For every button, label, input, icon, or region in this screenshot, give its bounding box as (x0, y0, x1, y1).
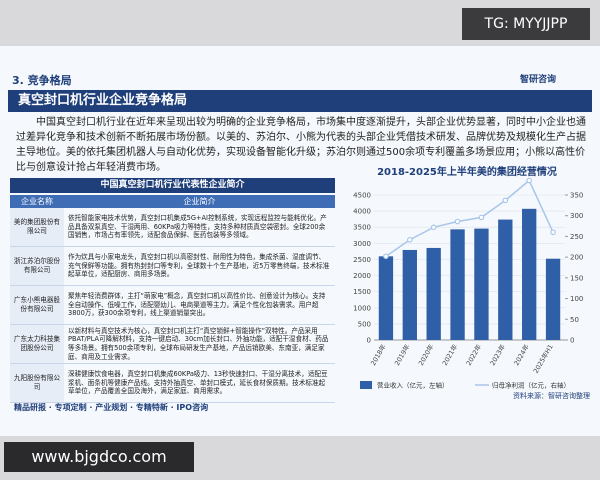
table-row: 浙江苏泊尔股份有限公司 作为炊具与小家电龙头，真空封口机以高密封性、耐用性为特色，… (10, 247, 335, 286)
y2-tick-label: 100 (570, 295, 583, 303)
cell: 广东太力科技集团股份公司 (10, 325, 64, 363)
legend-swatch (360, 381, 372, 389)
cell: 浙江苏泊尔股份有限公司 (10, 247, 64, 285)
point (454, 218, 461, 225)
point (550, 229, 556, 236)
line (385, 179, 554, 257)
table-row: 九阳股份有限公司 深耕健康饮食电器，真空封口机集成60KPa吸力、13秒快速封口、… (10, 364, 335, 403)
y2-tick-label: 300 (570, 212, 583, 220)
y-tick-label: 2500 (353, 256, 371, 264)
point (526, 177, 532, 184)
y-tick-label: 1500 (353, 288, 371, 296)
x-tick-label: 2019年 (392, 342, 412, 367)
y-tick-label: 4500 (353, 192, 371, 200)
x-tick-label: 2022年 (464, 342, 484, 367)
section-label: 3. 竞争格局 (12, 74, 72, 87)
x-tick-label: 2021年 (440, 342, 460, 367)
y2-tick-label: 250 (570, 233, 583, 241)
point (430, 224, 437, 231)
table-row: 广东小熊电器股份有限公司 聚焦年轻消费群体，主打“萌家电”概念，真空封口机以高性价… (10, 286, 335, 325)
chart: 2018-2025年上半年美的集团经营情况 050010001500200025… (353, 165, 590, 400)
col: 企业简介 (183, 197, 216, 206)
x-tick-label: 2025年H1 (531, 343, 555, 375)
bar (450, 229, 465, 340)
point (407, 236, 413, 243)
rows: 美的集团股份有限公司 依托智能家电技术优势，真空封口机集成5G+AI控制系统，实现… (10, 208, 335, 403)
bar (498, 219, 513, 340)
chart-title: 2018-2025年上半年美的集团经营情况 (377, 165, 557, 178)
y-tick-label: 0 (367, 337, 371, 345)
y2-tick-label: 0 (570, 337, 574, 345)
cell: 深耕健康饮食电器，真空封口机集成60KPa吸力、13秒快速封口、干湿分离技术，适… (68, 370, 328, 396)
cell: 广东小熊电器股份有限公司 (10, 286, 64, 324)
footer: 精品研报 · 专项定制 · 产业规划 · 专精特新 · IPO咨询 (14, 403, 209, 412)
bar (378, 256, 394, 340)
y-tick-label: 1000 (353, 304, 371, 312)
cell: 聚焦年轻消费群体，主打“萌家电”概念，真空封口机以高性价比、创意设计为核心。支持… (68, 292, 326, 318)
cell: 作为炊具与小家电龙头，真空封口机以高密封性、耐用性为特色，集成杀菌、湿度调节、充… (68, 253, 330, 279)
table-row: 广东太力科技集团股份公司 以新材料与真空技术为核心，真空封口机主打“真空锁鲜+智能… (10, 325, 335, 364)
column-header: 企业名称 企业简介 (10, 195, 335, 208)
y-tick-label: 500 (358, 320, 371, 328)
y-tick-label: 4000 (353, 208, 371, 216)
bar (402, 249, 417, 340)
table-row: 美的集团股份有限公司 依托智能家电技术优势，真空封口机集成5G+AI控制系统，实现… (10, 208, 335, 247)
y2-tick-label: 350 (570, 192, 583, 200)
legend-label: 归母净利润（亿元，右轴） (492, 381, 570, 390)
x-tick-label: 2018年 (368, 342, 388, 367)
x-tick-label: 2020年 (416, 342, 436, 367)
y2-tick-label: 200 (570, 254, 583, 262)
y2-tick-label: 50 (570, 316, 579, 324)
watermark: TG: MYYJJPP (462, 8, 590, 40)
bar (545, 258, 561, 340)
cell: 以新材料与真空技术为核心，真空封口机主打“真空锁鲜+智能操作”双特性。产品采用P… (68, 326, 329, 361)
table: 中国真空封口机行业代表性企业简介 企业名称 企业简介 美的集团股份有限公司 依托智能… (10, 178, 335, 403)
bar (474, 228, 489, 340)
col: 企业名称 (21, 197, 53, 206)
y2-tick-label: 150 (570, 274, 583, 282)
y-tick-label: 3500 (353, 224, 371, 232)
y-tick-label: 2000 (353, 272, 371, 280)
x-tick-label: 2024年 (512, 342, 532, 367)
table-title: 中国真空封口机行业代表性企业简介 (10, 178, 335, 193)
source: 资料来源：智研咨询整理 (513, 391, 590, 400)
intro: 中国真空封口机行业在近年来呈现出较为明确的企业竞争格局，市场集中度逐渐提升，头部… (16, 117, 586, 173)
cell: 九阳股份有限公司 (10, 364, 64, 402)
point (478, 214, 485, 221)
site: www.bjgdco.com (4, 442, 194, 472)
title: 真空封口机行业企业竞争格局 (8, 90, 592, 112)
bar (522, 208, 537, 340)
x-tick-label: 2023年 (488, 342, 508, 367)
cell: 依托智能家电技术优势，真空封口机集成5G+AI控制系统，实现远程监控与能耗优化。… (68, 214, 327, 240)
bar (426, 247, 441, 340)
point (383, 253, 389, 260)
legend-label: 营业收入（亿元，左轴） (377, 381, 449, 390)
y-tick-label: 3000 (353, 240, 371, 248)
cell: 美的集团股份有限公司 (10, 208, 64, 246)
point (502, 197, 509, 204)
logo: 智研咨询 (520, 75, 557, 85)
